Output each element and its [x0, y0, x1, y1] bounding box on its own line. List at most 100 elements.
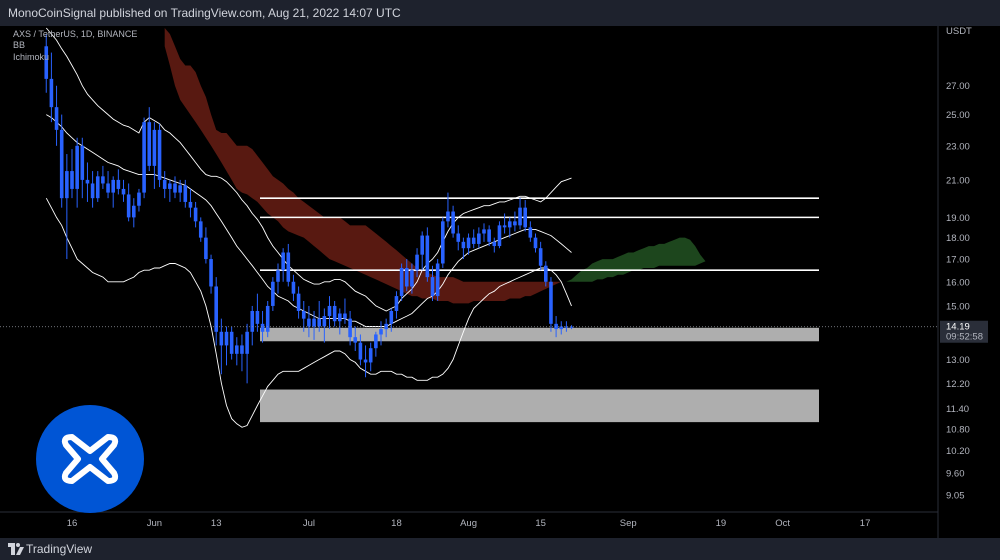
candle-body [471, 237, 476, 244]
candle-body [116, 179, 121, 189]
time-tick-label: 16 [67, 518, 78, 529]
candle-body [106, 183, 110, 193]
candle-body [399, 267, 404, 297]
time-tick-label: Oct [775, 518, 790, 529]
candle-body [168, 183, 172, 189]
candle-body [111, 179, 115, 193]
logo-circle [36, 405, 144, 513]
candle-body [235, 345, 239, 354]
candle-body [348, 318, 352, 338]
price-tick-label: 15.00 [946, 301, 970, 312]
candle-body [327, 305, 332, 317]
candle-body [59, 129, 64, 199]
candle-body [538, 248, 543, 266]
candle-body [219, 331, 224, 346]
candle-body [70, 171, 74, 189]
candle-body [152, 129, 157, 166]
time-tick-label: Jun [147, 518, 162, 529]
candle-body [528, 227, 533, 238]
support-zone [260, 389, 819, 423]
candle-body [507, 221, 512, 228]
candle-body [404, 267, 409, 287]
candle-body [126, 194, 131, 218]
price-tag: 14.19 09:52:58 [940, 320, 988, 343]
candle-body [363, 359, 368, 363]
candle-body [477, 233, 481, 244]
price-tick-label: 9.60 [946, 469, 965, 480]
logo-mark [61, 434, 119, 484]
price-tick-label: 21.00 [946, 175, 970, 186]
time-tick-label: 15 [535, 518, 546, 529]
candle-body [420, 235, 424, 255]
candle-body [430, 277, 435, 297]
candle-body [549, 281, 553, 324]
candle-body [95, 176, 100, 199]
candle-body [276, 270, 280, 282]
candle-body [332, 305, 337, 322]
candle-body [209, 259, 213, 287]
tradingview-brand[interactable]: TradingView [26, 542, 93, 556]
price-tick-label: 13.00 [946, 355, 970, 366]
candle-body [121, 188, 126, 195]
time-tick-label: 17 [860, 518, 871, 529]
bb-lower [45, 197, 572, 428]
candle-body [85, 179, 90, 184]
tradingview-logo-icon[interactable] [8, 543, 24, 555]
price-tick-label: 23.00 [946, 141, 970, 152]
chart-area[interactable]: 27.00 25.00 23.00 21.00 19.00 18.00 17.00 16.00… [0, 26, 1000, 538]
candle-body [554, 323, 558, 330]
candle-body [245, 331, 249, 354]
candle-body [75, 145, 79, 189]
candle-body [204, 237, 208, 260]
candle-body [296, 293, 301, 311]
footer-bar: TradingView [0, 538, 1000, 560]
legend-symbol[interactable]: AXS / TetherUS, 1D, BINANCE [13, 29, 137, 39]
candle-body [317, 318, 321, 327]
candle-body [451, 211, 455, 234]
candle-body [410, 270, 414, 287]
candle-body [183, 185, 188, 202]
candle-body [353, 337, 358, 343]
candle-body [90, 183, 95, 199]
time-axis[interactable]: 16 Jun 13 Jul 18 Aug 15 Sep 19 Oct 17 [0, 511, 938, 529]
candle-body [533, 237, 538, 249]
candle-body [389, 310, 394, 324]
candle-body [569, 326, 574, 328]
candle-body [173, 183, 177, 193]
candle-body [291, 281, 296, 294]
candle-body [384, 323, 388, 330]
candle-body [523, 207, 527, 228]
candle-body [322, 316, 327, 327]
candle-body [65, 171, 69, 199]
candle-body [137, 192, 141, 206]
candle-body [456, 233, 461, 242]
candle-body [250, 310, 255, 332]
candle-body [497, 225, 502, 247]
publisher-text: MonoCoinSignal published on TradingView.… [8, 6, 401, 20]
candle-body [394, 296, 399, 311]
support-zone [260, 327, 819, 342]
candle-body [255, 310, 260, 324]
candle-body [466, 237, 471, 249]
axs-logo [36, 405, 144, 513]
price-axis[interactable]: 27.00 25.00 23.00 21.00 19.00 18.00 17.00 16.00… [937, 26, 970, 538]
candle-body [229, 331, 234, 354]
candle-body [157, 129, 162, 180]
price-tick-label: 25.00 [946, 110, 970, 121]
legend-ichimoku[interactable]: Ichimoku [13, 52, 49, 62]
price-tick-label: 18.00 [946, 233, 970, 244]
candle-body [281, 252, 285, 271]
candle-body [44, 46, 49, 79]
price-tick-label: 10.20 [946, 446, 970, 457]
price-tick-label: 9.05 [946, 491, 965, 502]
price-tick-label: 11.40 [946, 404, 969, 415]
candle-body [343, 313, 347, 319]
candle-body [147, 122, 152, 166]
candle-body [224, 331, 229, 346]
support-zones [260, 327, 819, 423]
price-tick-label: 12.20 [946, 379, 970, 390]
price-tick-label: 10.80 [946, 425, 970, 436]
candle-body [559, 326, 564, 330]
candle-body [132, 205, 136, 218]
legend-bb[interactable]: BB [13, 40, 25, 50]
